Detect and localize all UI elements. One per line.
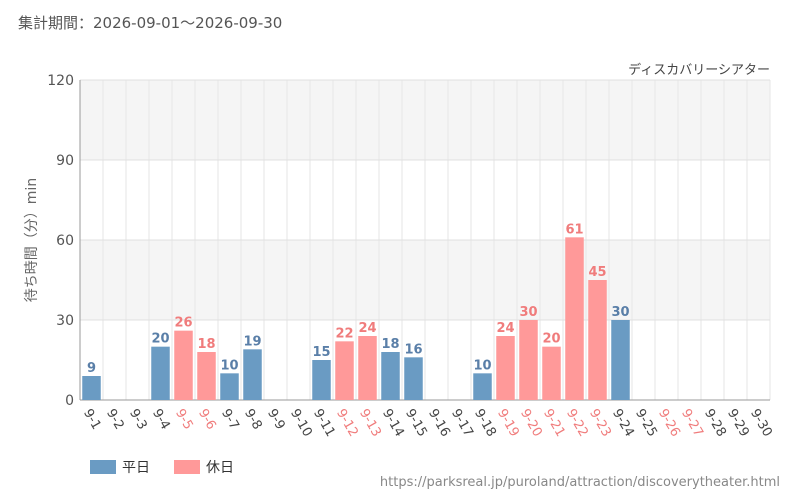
x-tick-label-9-6: 9-6: [195, 407, 219, 433]
bar-9-13: [358, 336, 377, 400]
value-label-9-20: 30: [519, 305, 537, 320]
value-label-9-18: 10: [473, 358, 491, 373]
legend-swatch-weekday: [90, 460, 116, 474]
axes: [79, 80, 770, 401]
x-tick-labels: 9-1 9-2 9-3 9-4 9-5 9-6 9-7 9-8 9-9 9-109-119-129…: [80, 407, 775, 440]
value-labels: 9 20 26 18 10 19 15 22 24 18 16 10 24 30 20 61 45 30: [87, 222, 630, 376]
bar-9-15: [404, 357, 423, 400]
x-tick-label-9-9: 9-9: [264, 407, 288, 433]
x-tick-label-9-3: 9-3: [126, 407, 150, 433]
source-url: https://parksreal.jp/puroland/attraction…: [379, 475, 780, 490]
x-tick-label-9-4: 9-4: [149, 407, 173, 433]
x-tick-label-9-8: 9-8: [241, 407, 265, 433]
value-label-9-1: 9: [87, 361, 96, 376]
y-tick-label: 0: [65, 393, 74, 409]
value-label-9-6: 18: [197, 337, 215, 352]
bar-9-8: [243, 349, 262, 400]
y-axis-label: 待ち時間（分）min: [24, 178, 40, 302]
x-tick-label-9-24: 9-24: [609, 407, 637, 440]
x-tick-label-9-18: 9-18: [471, 407, 499, 440]
value-label-9-13: 24: [358, 321, 376, 336]
bar-9-12: [335, 341, 354, 400]
y-tick-label: 90: [56, 153, 74, 169]
bar-9-24: [611, 320, 630, 400]
bar-9-19: [496, 336, 515, 400]
y-tick-labels: 0 30 60 90 120: [47, 73, 74, 409]
x-tick-label-9-5: 9-5: [172, 407, 196, 433]
value-label-9-22: 61: [565, 222, 583, 237]
value-label-9-4: 20: [151, 332, 169, 347]
legend-label-holiday: 休日: [206, 460, 234, 476]
bar-9-1: [82, 376, 101, 400]
x-tick-label-9-20: 9-20: [517, 407, 545, 440]
x-tick-label-9-1: 9-1: [80, 407, 104, 433]
value-label-9-14: 18: [381, 337, 399, 352]
x-tick-label-9-22: 9-22: [563, 407, 591, 440]
x-tick-label-9-14: 9-14: [379, 407, 407, 440]
value-label-9-19: 24: [496, 321, 514, 336]
value-label-9-21: 20: [542, 332, 560, 347]
bar-9-14: [381, 352, 400, 400]
x-tick-label-9-25: 9-25: [632, 407, 660, 440]
x-tick-label-9-28: 9-28: [701, 407, 729, 440]
x-tick-label-9-23: 9-23: [586, 407, 614, 440]
x-tick-label-9-16: 9-16: [425, 407, 453, 440]
bar-9-4: [151, 346, 170, 400]
legend-swatch-holiday: [174, 460, 200, 474]
value-label-9-24: 30: [611, 305, 629, 320]
legend-label-weekday: 平日: [122, 460, 150, 476]
bar-9-6: [197, 352, 216, 400]
period-label: 集計期間：2026-09-01～2026-09-30: [18, 14, 283, 32]
x-tick-label-9-19: 9-19: [494, 407, 522, 440]
bar-9-7: [220, 373, 239, 400]
x-tick-label-9-17: 9-17: [448, 407, 476, 440]
x-tick-label-9-11: 9-11: [310, 407, 338, 440]
x-tick-label-9-21: 9-21: [540, 407, 568, 440]
bar-9-23: [588, 280, 607, 400]
chart-title: ディスカバリーシアター: [628, 62, 770, 78]
bar-9-20: [519, 320, 538, 400]
x-tick-label-9-13: 9-13: [356, 407, 384, 440]
y-tick-label: 60: [56, 233, 74, 249]
value-label-9-12: 22: [335, 326, 353, 341]
value-label-9-11: 15: [312, 345, 330, 360]
bar-9-18: [473, 373, 492, 400]
x-tick-label-9-29: 9-29: [724, 407, 752, 440]
x-tick-label-9-7: 9-7: [218, 407, 242, 433]
x-tick-label-9-30: 9-30: [747, 407, 775, 440]
value-label-9-7: 10: [220, 358, 238, 373]
value-label-9-23: 45: [588, 265, 606, 280]
bar-9-21: [542, 346, 561, 400]
x-tick-label-9-26: 9-26: [655, 407, 683, 440]
x-tick-label-9-10: 9-10: [287, 407, 315, 440]
y-tick-label: 120: [47, 73, 74, 89]
x-tick-label-9-12: 9-12: [333, 407, 361, 440]
x-tick-label-9-2: 9-2: [103, 407, 127, 433]
legend: 平日 休日: [90, 460, 234, 476]
x-tick-label-9-27: 9-27: [678, 407, 706, 440]
value-label-9-15: 16: [404, 342, 422, 357]
value-label-9-8: 19: [243, 334, 261, 349]
bar-9-5: [174, 330, 193, 400]
bars: [82, 237, 630, 400]
x-tick-label-9-15: 9-15: [402, 407, 430, 440]
bar-9-22: [565, 237, 584, 400]
value-label-9-5: 26: [174, 316, 192, 331]
y-tick-label: 30: [56, 313, 74, 329]
bar-9-11: [312, 360, 331, 400]
